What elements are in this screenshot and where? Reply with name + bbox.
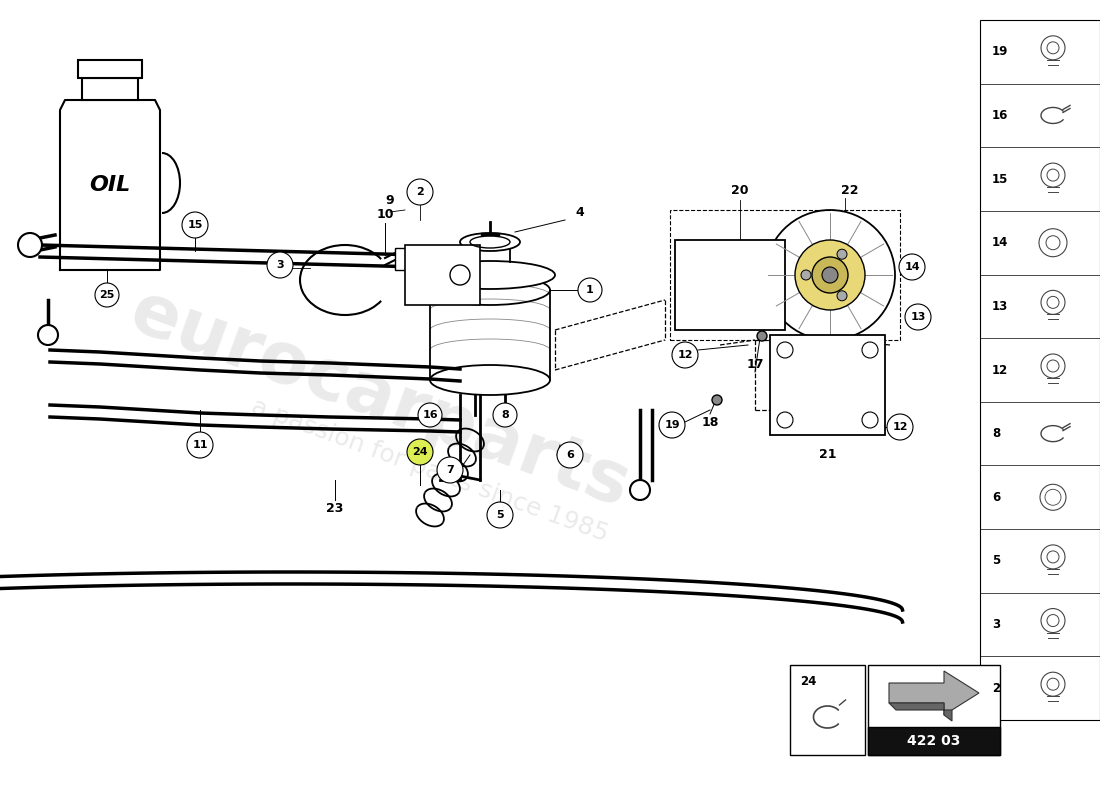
Circle shape xyxy=(795,240,865,310)
Polygon shape xyxy=(60,100,160,270)
Text: eurocarparts: eurocarparts xyxy=(121,278,639,522)
Text: 12: 12 xyxy=(678,350,693,360)
Circle shape xyxy=(407,439,433,465)
Text: 4: 4 xyxy=(575,206,584,218)
Text: 15: 15 xyxy=(187,220,202,230)
Circle shape xyxy=(39,325,58,345)
Text: 16: 16 xyxy=(422,410,438,420)
Circle shape xyxy=(182,212,208,238)
Text: 422 03: 422 03 xyxy=(908,734,960,748)
Text: 8: 8 xyxy=(502,410,509,420)
Circle shape xyxy=(95,283,119,307)
Bar xyxy=(790,665,865,755)
Text: 10: 10 xyxy=(376,209,394,222)
Text: 12: 12 xyxy=(892,422,907,432)
Text: 19: 19 xyxy=(992,46,1009,58)
Text: 3: 3 xyxy=(992,618,1000,631)
Bar xyxy=(868,665,1000,755)
Circle shape xyxy=(418,403,442,427)
Circle shape xyxy=(267,252,293,278)
Text: 25: 25 xyxy=(99,290,114,300)
Polygon shape xyxy=(889,671,979,715)
Circle shape xyxy=(450,265,470,285)
Bar xyxy=(405,245,480,305)
Text: 9: 9 xyxy=(386,194,394,206)
Bar xyxy=(82,78,138,100)
Circle shape xyxy=(630,480,650,500)
Text: 20: 20 xyxy=(732,183,749,197)
Text: 15: 15 xyxy=(992,173,1009,186)
Ellipse shape xyxy=(460,233,520,251)
Text: 5: 5 xyxy=(496,510,504,520)
Circle shape xyxy=(837,290,847,301)
Bar xyxy=(770,335,886,435)
Circle shape xyxy=(487,502,513,528)
Text: 5: 5 xyxy=(992,554,1000,567)
Circle shape xyxy=(672,342,698,368)
Circle shape xyxy=(493,403,517,427)
Text: 6: 6 xyxy=(566,450,574,460)
Text: 2: 2 xyxy=(416,187,424,197)
Circle shape xyxy=(187,432,213,458)
Bar xyxy=(675,240,785,330)
Text: 2: 2 xyxy=(992,682,1000,694)
Text: 1: 1 xyxy=(586,285,594,295)
Text: 13: 13 xyxy=(992,300,1009,313)
Text: 13: 13 xyxy=(911,312,926,322)
Text: OIL: OIL xyxy=(89,175,131,195)
Circle shape xyxy=(905,304,931,330)
Text: 23: 23 xyxy=(327,502,343,514)
Circle shape xyxy=(887,414,913,440)
Text: 24: 24 xyxy=(800,675,816,688)
Text: 7: 7 xyxy=(447,465,454,475)
Circle shape xyxy=(659,412,685,438)
Circle shape xyxy=(757,331,767,341)
Circle shape xyxy=(712,395,722,405)
Text: 19: 19 xyxy=(664,420,680,430)
Circle shape xyxy=(812,257,848,293)
Polygon shape xyxy=(889,703,952,721)
Text: 12: 12 xyxy=(992,363,1009,377)
Circle shape xyxy=(777,342,793,358)
Bar xyxy=(868,727,1000,755)
Circle shape xyxy=(801,270,811,280)
Circle shape xyxy=(899,254,925,280)
Circle shape xyxy=(578,278,602,302)
Text: 16: 16 xyxy=(992,109,1009,122)
Text: 14: 14 xyxy=(904,262,920,272)
Bar xyxy=(78,60,142,78)
Circle shape xyxy=(777,412,793,428)
Circle shape xyxy=(862,412,878,428)
Circle shape xyxy=(407,179,433,205)
Bar xyxy=(395,248,412,270)
Circle shape xyxy=(837,250,847,259)
Circle shape xyxy=(437,457,463,483)
Bar xyxy=(670,210,900,340)
Text: 14: 14 xyxy=(992,236,1009,250)
Text: 18: 18 xyxy=(702,415,718,429)
Text: 21: 21 xyxy=(818,449,836,462)
Circle shape xyxy=(557,442,583,468)
Text: 24: 24 xyxy=(412,447,428,457)
Circle shape xyxy=(764,210,895,340)
Text: 6: 6 xyxy=(992,490,1000,504)
Circle shape xyxy=(18,233,42,257)
Text: a passion for parts since 1985: a passion for parts since 1985 xyxy=(249,394,612,546)
Circle shape xyxy=(862,342,878,358)
Ellipse shape xyxy=(425,261,556,289)
Circle shape xyxy=(822,267,838,283)
Text: 3: 3 xyxy=(276,260,284,270)
Text: 8: 8 xyxy=(992,427,1000,440)
Text: 22: 22 xyxy=(842,183,859,197)
Text: 11: 11 xyxy=(192,440,208,450)
Text: 17: 17 xyxy=(746,358,763,371)
Bar xyxy=(980,20,1100,720)
